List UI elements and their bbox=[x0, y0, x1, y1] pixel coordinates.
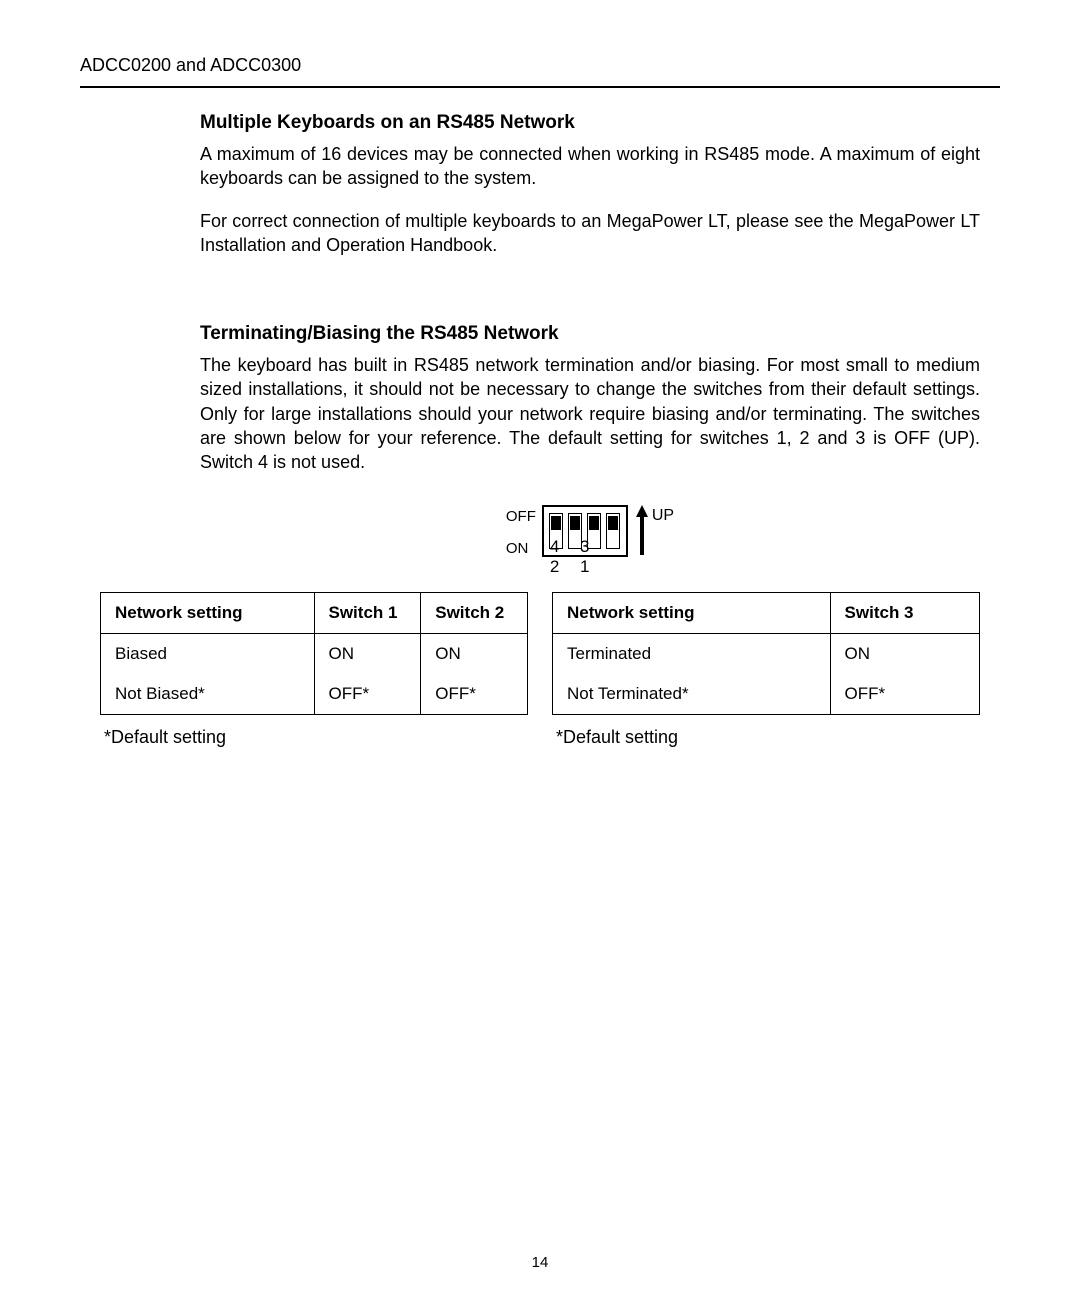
up-label: UP bbox=[652, 505, 674, 525]
t1-footnote: *Default setting bbox=[100, 727, 528, 748]
section1-title: Multiple Keyboards on an RS485 Network bbox=[200, 112, 980, 134]
t2-r1c1: Terminated bbox=[553, 633, 831, 674]
section1-p2: For correct connection of multiple keybo… bbox=[200, 209, 980, 258]
t2-r2c1: Not Terminated* bbox=[553, 674, 831, 715]
section1-p1: A maximum of 16 devices may be connected… bbox=[200, 142, 980, 191]
t2-h1: Network setting bbox=[553, 592, 831, 633]
on-label: ON bbox=[506, 540, 536, 557]
page-number: 14 bbox=[0, 1254, 1080, 1271]
t1-r1c3: ON bbox=[421, 633, 528, 674]
table-row: Biased ON ON bbox=[101, 633, 528, 674]
t1-r2c2: OFF* bbox=[314, 674, 421, 715]
dip-body: 4 3 2 1 bbox=[542, 505, 628, 557]
table-row: Terminated ON bbox=[553, 633, 980, 674]
t1-h2: Switch 1 bbox=[314, 592, 421, 633]
section2-title: Terminating/Biasing the RS485 Network bbox=[200, 323, 980, 345]
t2-footnote: *Default setting bbox=[552, 727, 980, 748]
table-row: Not Biased* OFF* OFF* bbox=[101, 674, 528, 715]
t1-r2c1: Not Biased* bbox=[101, 674, 315, 715]
biasing-table: Network setting Switch 1 Switch 2 Biased… bbox=[100, 592, 528, 715]
dip-switch-diagram: OFF ON 4 3 2 1 UP bbox=[200, 505, 980, 557]
t1-r2c3: OFF* bbox=[421, 674, 528, 715]
table-row: Not Terminated* OFF* bbox=[553, 674, 980, 715]
off-label: OFF bbox=[506, 508, 536, 525]
t2-r2c2: OFF* bbox=[830, 674, 979, 715]
t1-r1c2: ON bbox=[314, 633, 421, 674]
section2-p1: The keyboard has built in RS485 network … bbox=[200, 353, 980, 474]
t1-h3: Switch 2 bbox=[421, 592, 528, 633]
dip-numbers: 4 3 2 1 bbox=[550, 537, 620, 577]
termination-table: Network setting Switch 3 Terminated ON N… bbox=[552, 592, 980, 715]
t1-h1: Network setting bbox=[101, 592, 315, 633]
page-header: ADCC0200 and ADCC0300 bbox=[80, 55, 1000, 88]
up-arrow-icon bbox=[636, 505, 648, 557]
main-content: Multiple Keyboards on an RS485 Network A… bbox=[200, 112, 980, 748]
t2-h2: Switch 3 bbox=[830, 592, 979, 633]
t2-r1c2: ON bbox=[830, 633, 979, 674]
tables-row: Network setting Switch 1 Switch 2 Biased… bbox=[80, 592, 1000, 748]
t1-r1c1: Biased bbox=[101, 633, 315, 674]
